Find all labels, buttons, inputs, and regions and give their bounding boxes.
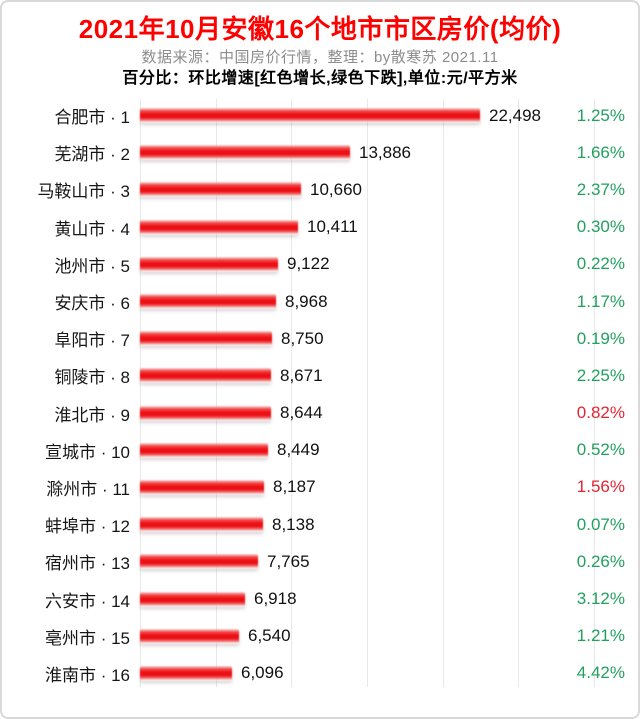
price-value: 8,968 (285, 291, 328, 311)
chart-row: 芜湖市 · 2 13,886 1.66% (2, 134, 638, 171)
price-bar (140, 219, 298, 235)
price-bar (140, 517, 263, 533)
price-bar (140, 442, 268, 458)
price-value: 8,750 (281, 328, 324, 348)
pct-change: 1.21% (576, 626, 625, 646)
price-bar (140, 554, 258, 570)
row-label: 滁州市 · 11 (46, 479, 130, 499)
chart-row: 淮南市 · 16 6,096 4.42% (2, 655, 638, 692)
price-bar (140, 591, 245, 607)
price-bar (140, 665, 232, 681)
pct-change: 1.56% (576, 477, 625, 497)
pct-change: 0.07% (576, 514, 625, 534)
bar-chart: 合肥市 · 1 22,498 1.25% 芜湖市 · 2 13,886 1.66% 马鞍山市… (2, 97, 638, 701)
price-value: 8,644 (280, 403, 323, 423)
gridline (442, 99, 444, 687)
row-label: 安庆市 · 6 (54, 294, 130, 314)
data-source-line: 数据来源：中国房价行情，整理：by散寒苏 2021.11 (141, 49, 499, 66)
pct-change: 0.52% (576, 440, 625, 460)
pct-change: 0.22% (576, 254, 625, 274)
pct-change: 1.66% (576, 142, 625, 162)
chart-row: 亳州市 · 15 6,540 1.21% (2, 618, 638, 655)
row-label: 铜陵市 · 8 (54, 368, 130, 388)
chart-row: 合肥市 · 1 22,498 1.25% (2, 97, 638, 134)
row-label: 黄山市 · 4 (54, 219, 130, 239)
price-value: 13,886 (359, 142, 411, 162)
price-bar (140, 405, 271, 421)
chart-row: 蚌埠市 · 12 8,138 0.07% (2, 506, 638, 543)
chart-row: 六安市 · 14 6,918 3.12% (2, 580, 638, 617)
price-bar (140, 294, 276, 310)
gridline (594, 99, 595, 687)
pct-change: 2.25% (576, 365, 625, 385)
price-bar (140, 256, 278, 272)
price-value: 6,918 (254, 589, 297, 609)
gridline (518, 99, 520, 687)
pct-change: 2.37% (576, 179, 625, 199)
price-bar (140, 108, 480, 124)
price-value: 8,138 (272, 514, 315, 534)
price-bar (140, 479, 264, 495)
pct-change: 1.17% (576, 291, 625, 311)
price-value: 8,671 (280, 365, 323, 385)
chart-row: 铜陵市 · 8 8,671 2.25% (2, 357, 638, 394)
price-bar (140, 331, 272, 347)
row-label: 亳州市 · 15 (44, 628, 130, 648)
gridline-layer (140, 99, 595, 687)
price-value: 10,660 (310, 179, 362, 199)
row-label: 宣城市 · 10 (44, 442, 130, 462)
chart-row: 安庆市 · 6 8,968 1.17% (2, 283, 638, 320)
pct-change: 0.19% (576, 328, 625, 348)
price-value: 10,411 (307, 217, 358, 237)
row-label: 淮南市 · 16 (44, 665, 130, 685)
row-label: 蚌埠市 · 12 (44, 517, 130, 537)
row-label: 合肥市 · 1 (54, 108, 130, 128)
price-value: 6,096 (241, 663, 284, 683)
pct-change: 0.82% (576, 403, 625, 423)
row-label: 马鞍山市 · 3 (37, 182, 130, 202)
price-value: 7,765 (267, 551, 310, 571)
page-title: 2021年10月安徽16个地市市区房价(均价) (78, 14, 562, 44)
chart-row: 淮北市 · 9 8,644 0.82% (2, 395, 638, 432)
chart-rows: 合肥市 · 1 22,498 1.25% 芜湖市 · 2 13,886 1.66% 马鞍山市… (2, 97, 638, 692)
gridline (367, 99, 368, 687)
row-label: 六安市 · 14 (44, 591, 130, 611)
pct-change: 1.25% (576, 105, 625, 125)
chart-row: 阜阳市 · 7 8,750 0.19% (2, 320, 638, 357)
price-value: 8,187 (273, 477, 316, 497)
price-value: 9,122 (287, 254, 330, 274)
pct-change: 3.12% (576, 589, 625, 609)
price-value: 6,540 (248, 626, 291, 646)
row-label: 宿州市 · 13 (44, 554, 130, 574)
price-bar (140, 628, 239, 644)
price-bar (140, 145, 350, 161)
gridline (291, 99, 293, 687)
row-label: 芜湖市 · 2 (54, 145, 130, 165)
row-label: 淮北市 · 9 (54, 405, 130, 425)
chart-row: 马鞍山市 · 3 10,660 2.37% (2, 171, 638, 208)
price-bar (140, 368, 271, 384)
price-value: 22,498 (489, 105, 541, 125)
price-value: 8,449 (277, 440, 320, 460)
row-label: 池州市 · 5 (54, 256, 130, 276)
gridline (215, 99, 217, 687)
row-label: 阜阳市 · 7 (54, 331, 130, 351)
pct-change: 0.30% (576, 217, 625, 237)
legend-note-line: 百分比：环比增速[红色增长,绿色下跌],单位:元/平方米 (122, 70, 518, 87)
pct-change: 0.26% (576, 551, 625, 571)
chart-row: 宣城市 · 10 8,449 0.52% (2, 432, 638, 469)
pct-change: 4.42% (576, 663, 625, 683)
chart-row: 宿州市 · 13 7,765 0.26% (2, 543, 638, 580)
gridline (140, 99, 141, 687)
chart-row: 池州市 · 5 9,122 0.22% (2, 246, 638, 283)
chart-row: 滁州市 · 11 8,187 1.56% (2, 469, 638, 506)
chart-row: 黄山市 · 4 10,411 0.30% (2, 209, 638, 246)
price-bar (140, 182, 301, 198)
chart-header: 2021年10月安徽16个地市市区房价(均价) 数据来源：中国房价行情，整理：b… (2, 2, 638, 90)
